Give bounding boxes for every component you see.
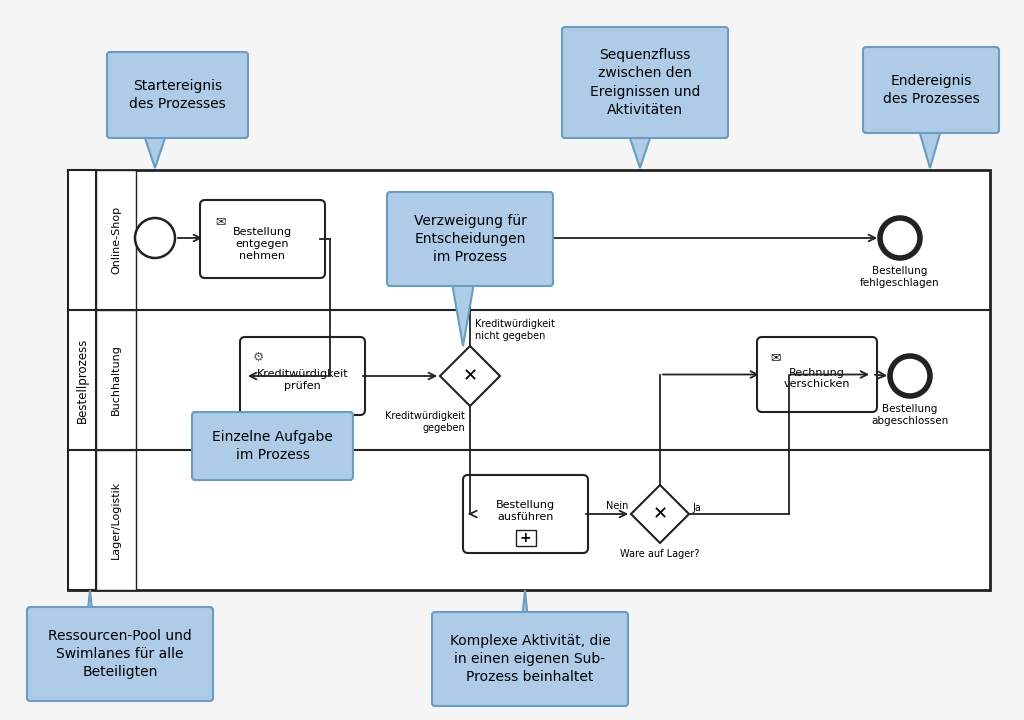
FancyBboxPatch shape xyxy=(387,192,553,286)
Polygon shape xyxy=(79,590,101,698)
FancyBboxPatch shape xyxy=(562,27,728,138)
FancyBboxPatch shape xyxy=(106,52,248,138)
Text: Endereignis
des Prozesses: Endereignis des Prozesses xyxy=(883,74,979,107)
Text: Bestellung
abgeschlossen: Bestellung abgeschlossen xyxy=(871,404,948,426)
Text: +: + xyxy=(520,531,531,545)
Bar xyxy=(96,170,136,310)
FancyBboxPatch shape xyxy=(240,337,365,415)
FancyBboxPatch shape xyxy=(200,200,325,278)
Polygon shape xyxy=(514,590,536,703)
Text: Buchhaltung: Buchhaltung xyxy=(111,345,121,415)
FancyBboxPatch shape xyxy=(863,47,999,133)
Text: Ressourcen-Pool und
Swimlanes für alle
Beteiligten: Ressourcen-Pool und Swimlanes für alle B… xyxy=(48,629,191,680)
FancyBboxPatch shape xyxy=(27,607,213,701)
Text: ✕: ✕ xyxy=(652,505,668,523)
Text: Komplexe Aktivität, die
in einen eigenen Sub-
Prozess beinhaltet: Komplexe Aktivität, die in einen eigenen… xyxy=(450,634,610,685)
Text: ✉: ✉ xyxy=(770,351,780,364)
Text: Kreditwürdigkeit
nicht gegeben: Kreditwürdigkeit nicht gegeben xyxy=(475,320,555,341)
Bar xyxy=(68,170,990,590)
Text: Nein: Nein xyxy=(605,501,628,511)
Bar xyxy=(96,310,136,450)
FancyBboxPatch shape xyxy=(193,412,353,480)
Text: Bestellung
ausführen: Bestellung ausführen xyxy=(496,500,555,522)
Circle shape xyxy=(135,218,175,258)
Text: Bestellung
entgegen
nehmen: Bestellung entgegen nehmen xyxy=(232,228,292,261)
Text: Einzelne Aufgabe
im Prozess: Einzelne Aufgabe im Prozess xyxy=(212,430,333,462)
Polygon shape xyxy=(440,346,500,406)
Bar xyxy=(68,170,96,590)
Text: Ja: Ja xyxy=(692,503,700,513)
Text: Kreditwürdigkeit
gegeben: Kreditwürdigkeit gegeben xyxy=(385,411,465,433)
Text: Online-Shop: Online-Shop xyxy=(111,206,121,274)
Polygon shape xyxy=(629,135,651,168)
Polygon shape xyxy=(284,450,306,477)
Text: ✉: ✉ xyxy=(215,215,225,228)
Text: Bestellprozess: Bestellprozess xyxy=(76,337,88,423)
Polygon shape xyxy=(144,135,166,168)
Text: Rechnung
verschicken: Rechnung verschicken xyxy=(783,368,850,390)
Text: Ware auf Lager?: Ware auf Lager? xyxy=(621,549,699,559)
Text: ⚙: ⚙ xyxy=(253,351,264,364)
FancyBboxPatch shape xyxy=(463,475,588,553)
Polygon shape xyxy=(452,283,474,346)
FancyBboxPatch shape xyxy=(432,612,628,706)
Circle shape xyxy=(890,356,930,396)
Text: ✕: ✕ xyxy=(463,367,477,385)
Bar xyxy=(96,450,136,590)
Bar xyxy=(515,530,536,546)
FancyBboxPatch shape xyxy=(757,337,877,412)
Text: Lager/Logistik: Lager/Logistik xyxy=(111,481,121,559)
Polygon shape xyxy=(919,130,941,168)
Text: Verzweigung für
Entscheidungen
im Prozess: Verzweigung für Entscheidungen im Prozes… xyxy=(414,214,526,264)
Polygon shape xyxy=(631,485,689,543)
Text: Bestellung
fehlgeschlagen: Bestellung fehlgeschlagen xyxy=(860,266,940,287)
Text: Startereignis
des Prozesses: Startereignis des Prozesses xyxy=(129,78,226,111)
Circle shape xyxy=(880,218,920,258)
Text: Sequenzfluss
zwischen den
Ereignissen und
Aktivitäten: Sequenzfluss zwischen den Ereignissen un… xyxy=(590,48,700,117)
Text: Kreditwürdigkeit
prüfen: Kreditwürdigkeit prüfen xyxy=(257,369,348,391)
